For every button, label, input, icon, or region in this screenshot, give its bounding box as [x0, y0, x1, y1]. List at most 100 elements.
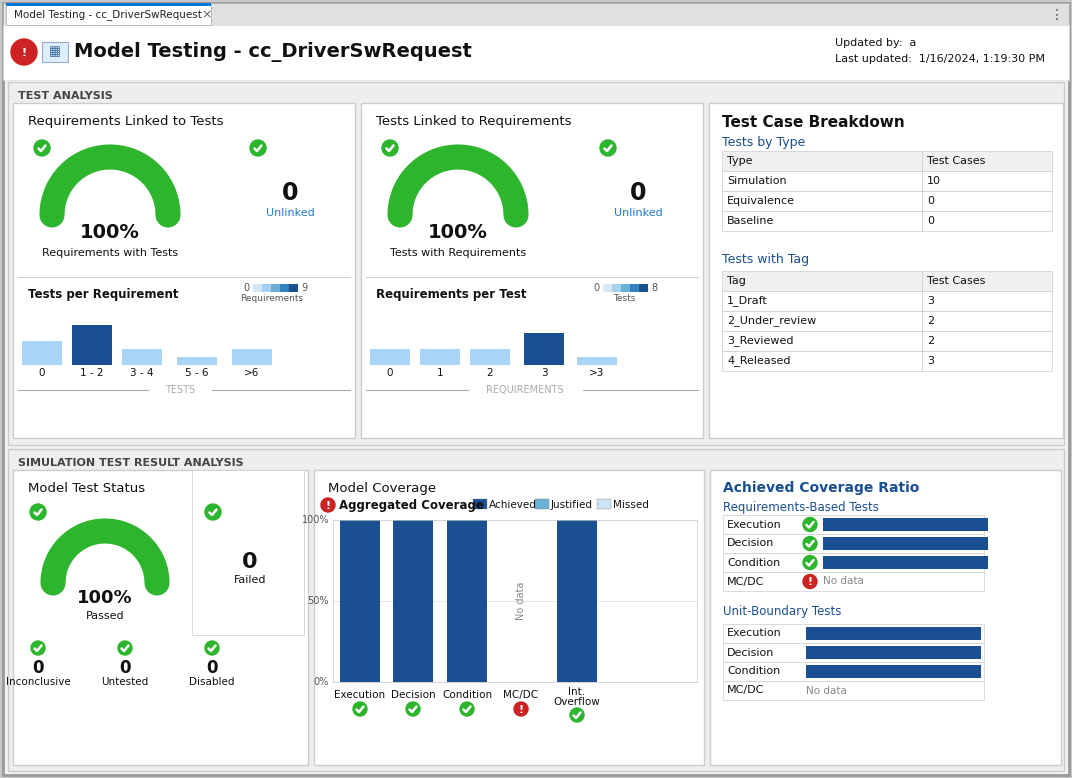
Text: 0: 0	[119, 659, 131, 677]
Bar	[823, 537, 988, 550]
Bar	[806, 665, 981, 678]
Text: Condition: Condition	[442, 690, 492, 700]
Text: ×: ×	[202, 9, 212, 22]
Bar	[922, 351, 1052, 371]
Text: Condition: Condition	[727, 667, 780, 677]
Text: Decision: Decision	[727, 538, 774, 548]
Circle shape	[353, 702, 367, 716]
Text: Test Case Breakdown: Test Case Breakdown	[723, 114, 905, 129]
Text: Model Testing - cc_DriverSwRequest: Model Testing - cc_DriverSwRequest	[14, 9, 202, 20]
Text: 100%: 100%	[80, 223, 140, 241]
Text: 0: 0	[629, 181, 646, 205]
Circle shape	[803, 574, 817, 588]
Text: REQUIREMENTS: REQUIREMENTS	[487, 385, 564, 395]
Bar	[289, 284, 298, 292]
Text: 1_Draft: 1_Draft	[727, 296, 768, 307]
Bar	[723, 662, 984, 681]
Text: 100%: 100%	[301, 515, 329, 525]
Text: Type: Type	[727, 156, 753, 166]
Bar	[314, 470, 704, 765]
Text: Execution: Execution	[727, 629, 781, 639]
Bar	[470, 349, 510, 365]
Circle shape	[513, 702, 528, 716]
Text: >6: >6	[244, 368, 259, 378]
Text: TESTS: TESTS	[165, 385, 195, 395]
Bar	[253, 284, 262, 292]
Text: Decision: Decision	[727, 647, 774, 657]
Bar	[473, 499, 487, 509]
Bar	[922, 291, 1052, 311]
Bar	[13, 103, 355, 438]
Text: Tests by Type: Tests by Type	[723, 135, 805, 149]
Bar	[420, 349, 460, 365]
Text: Requirements-Based Tests: Requirements-Based Tests	[723, 500, 879, 513]
Circle shape	[205, 504, 221, 520]
Text: Aggregated Coverage: Aggregated Coverage	[339, 499, 483, 511]
Text: 50%: 50%	[308, 596, 329, 606]
Text: Tests with Tag: Tests with Tag	[723, 253, 809, 265]
Bar	[922, 151, 1052, 171]
Text: Tests Linked to Requirements: Tests Linked to Requirements	[376, 114, 571, 128]
Text: MC/DC: MC/DC	[727, 685, 764, 696]
Bar	[42, 42, 68, 62]
Text: 2: 2	[487, 368, 493, 378]
Bar	[806, 627, 981, 640]
Bar	[723, 291, 922, 311]
Text: 2: 2	[927, 336, 934, 346]
Bar	[177, 357, 217, 365]
Text: 0: 0	[282, 181, 298, 205]
Bar	[535, 499, 549, 509]
Text: Int.: Int.	[568, 687, 585, 697]
Bar	[8, 82, 1064, 445]
Bar	[122, 349, 162, 365]
Bar	[597, 499, 611, 509]
Circle shape	[205, 641, 219, 655]
Circle shape	[31, 641, 45, 655]
Bar	[723, 515, 984, 534]
Text: SIMULATION TEST RESULT ANALYSIS: SIMULATION TEST RESULT ANALYSIS	[18, 458, 243, 468]
Bar	[6, 3, 211, 25]
Text: 10: 10	[927, 176, 941, 186]
Text: Missed: Missed	[613, 500, 649, 510]
Text: Passed: Passed	[86, 611, 124, 621]
Text: Overflow: Overflow	[553, 697, 600, 707]
Bar	[280, 284, 289, 292]
Bar	[723, 271, 922, 291]
Text: Requirements: Requirements	[240, 293, 303, 303]
Text: Model Testing - cc_DriverSwRequest: Model Testing - cc_DriverSwRequest	[74, 42, 472, 62]
Text: Execution: Execution	[334, 690, 386, 700]
Text: !: !	[807, 577, 813, 587]
Bar	[232, 349, 272, 365]
Circle shape	[803, 555, 817, 569]
Circle shape	[570, 708, 584, 722]
Text: ▦: ▦	[49, 45, 61, 58]
Bar	[922, 271, 1052, 291]
Circle shape	[803, 537, 817, 551]
Bar	[922, 211, 1052, 231]
Bar	[922, 171, 1052, 191]
Text: Execution: Execution	[727, 520, 781, 530]
Text: Inconclusive: Inconclusive	[5, 677, 71, 687]
Bar	[3, 3, 1069, 25]
Circle shape	[34, 140, 50, 156]
Bar	[72, 325, 111, 365]
Text: Unit-Boundary Tests: Unit-Boundary Tests	[723, 605, 842, 618]
Text: 1 - 2: 1 - 2	[80, 368, 104, 378]
Text: Last updated:  1/16/2024, 1:19:30 PM: Last updated: 1/16/2024, 1:19:30 PM	[835, 54, 1045, 64]
Text: No data: No data	[823, 576, 864, 587]
Bar	[340, 520, 379, 682]
Bar	[922, 331, 1052, 351]
Text: 4_Released: 4_Released	[727, 356, 790, 366]
Bar	[922, 311, 1052, 331]
Text: 3 - 4: 3 - 4	[131, 368, 153, 378]
Text: 3: 3	[540, 368, 548, 378]
Text: Requirements Linked to Tests: Requirements Linked to Tests	[28, 114, 223, 128]
Text: !: !	[326, 501, 330, 511]
Bar	[823, 556, 988, 569]
Circle shape	[30, 504, 46, 520]
Bar	[3, 25, 1069, 80]
Bar	[262, 284, 271, 292]
Bar	[577, 357, 617, 365]
Bar	[630, 284, 639, 292]
Text: >3: >3	[590, 368, 605, 378]
